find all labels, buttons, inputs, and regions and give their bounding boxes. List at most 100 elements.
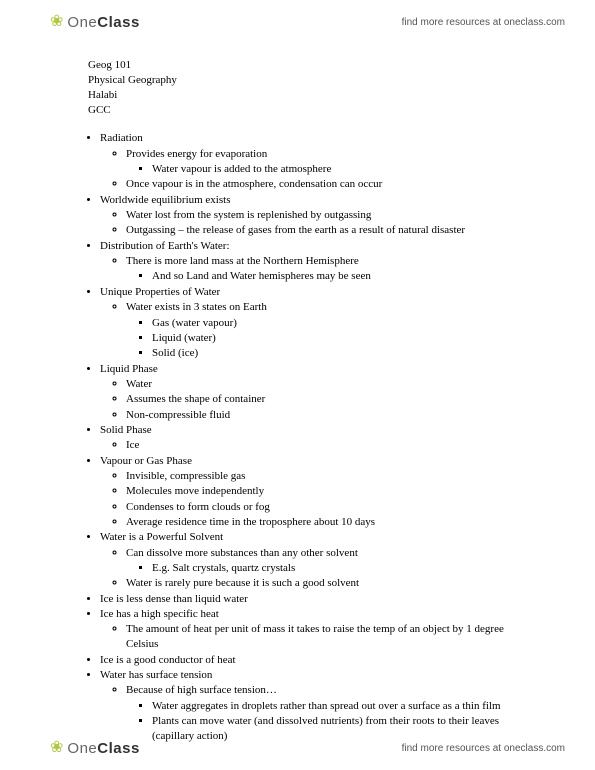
notes-sublist: Can dissolve more substances than any ot… xyxy=(100,546,535,592)
note-text: Water exists in 3 states on Earth xyxy=(126,301,267,313)
note-item: Water has surface tension Because of high… xyxy=(100,668,535,744)
note-item: E.g. Salt crystals, quartz crystals xyxy=(152,561,535,576)
note-item: Invisible, compressible gas xyxy=(126,469,535,484)
note-text: Because of high surface tension… xyxy=(126,684,277,696)
note-item: Ice is a good conductor of heat xyxy=(100,653,535,668)
note-item: Ice is less dense than liquid water xyxy=(100,592,535,607)
note-item: Water aggregates in droplets rather than… xyxy=(152,699,535,714)
notes-sublist: Water lost from the system is replenishe… xyxy=(100,208,535,238)
note-text: Water lost from the system is replenishe… xyxy=(126,209,371,221)
course-school: GCC xyxy=(88,103,535,118)
note-text: Molecules move independently xyxy=(126,485,264,497)
notes-sublist: Invisible, compressible gas Molecules mov… xyxy=(100,469,535,530)
note-item: Once vapour is in the atmosphere, conden… xyxy=(126,177,535,192)
course-title: Physical Geography xyxy=(88,73,535,88)
note-item: Solid Phase Ice xyxy=(100,423,535,453)
note-item: And so Land and Water hemispheres may be… xyxy=(152,269,535,284)
brand-text: OneClass xyxy=(67,14,139,31)
brand-logo[interactable]: ❀ OneClass xyxy=(50,740,140,757)
note-item: Radiation Provides energy for evaporation… xyxy=(100,131,535,192)
notes-list: Radiation Provides energy for evaporation… xyxy=(88,131,535,743)
note-text: Ice is less dense than liquid water xyxy=(100,593,248,605)
notes-sublist: Water exists in 3 states on Earth Gas (wa… xyxy=(100,300,535,361)
note-text: Outgassing – the release of gases from t… xyxy=(126,224,465,236)
note-text: Gas (water vapour) xyxy=(152,317,237,329)
note-item: Unique Properties of Water Water exists i… xyxy=(100,285,535,361)
note-text: Ice xyxy=(126,439,139,451)
note-text: Can dissolve more substances than any ot… xyxy=(126,547,358,559)
note-text: Radiation xyxy=(100,132,143,144)
note-item: Distribution of Earth's Water: There is m… xyxy=(100,239,535,285)
note-text: Non-compressible fluid xyxy=(126,409,230,421)
note-text: The amount of heat per unit of mass it t… xyxy=(126,623,504,650)
note-item: Non-compressible fluid xyxy=(126,408,535,423)
note-item: Worldwide equilibrium exists Water lost f… xyxy=(100,193,535,239)
leaf-icon: ❀ xyxy=(50,740,63,756)
resources-link[interactable]: find more resources at oneclass.com xyxy=(402,17,565,28)
notes-sublist: E.g. Salt crystals, quartz crystals xyxy=(126,561,535,576)
note-text: And so Land and Water hemispheres may be… xyxy=(152,270,371,282)
note-item: There is more land mass at the Northern … xyxy=(126,254,535,284)
note-text: Ice is a good conductor of heat xyxy=(100,654,236,666)
resources-link[interactable]: find more resources at oneclass.com xyxy=(402,743,565,754)
note-item: Liquid (water) xyxy=(152,331,535,346)
note-text: Provides energy for evaporation xyxy=(126,148,267,160)
note-item: Average residence time in the tropospher… xyxy=(126,515,535,530)
course-code: Geog 101 xyxy=(88,58,535,73)
course-instructor: Halabi xyxy=(88,88,535,103)
notes-sublist: The amount of heat per unit of mass it t… xyxy=(100,622,535,652)
note-item: Water is a Powerful Solvent Can dissolve … xyxy=(100,530,535,591)
note-item: Can dissolve more substances than any ot… xyxy=(126,546,535,576)
page-footer: ❀ OneClass find more resources at onecla… xyxy=(0,734,595,762)
note-text: Ice has a high specific heat xyxy=(100,608,219,620)
note-item: Water xyxy=(126,377,535,392)
note-text: There is more land mass at the Northern … xyxy=(126,255,359,267)
notes-sublist: And so Land and Water hemispheres may be… xyxy=(126,269,535,284)
note-item: Assumes the shape of container xyxy=(126,392,535,407)
note-text: Water xyxy=(126,378,152,390)
notes-sublist: Provides energy for evaporation Water vap… xyxy=(100,147,535,193)
note-item: Water exists in 3 states on Earth Gas (wa… xyxy=(126,300,535,361)
brand-logo[interactable]: ❀ OneClass xyxy=(50,14,140,31)
course-header: Geog 101 Physical Geography Halabi GCC xyxy=(88,58,535,117)
note-text: Average residence time in the tropospher… xyxy=(126,516,375,528)
notes-sublist: Gas (water vapour) Liquid (water) Solid (i… xyxy=(126,316,535,362)
note-text: Assumes the shape of container xyxy=(126,393,265,405)
note-item: Vapour or Gas Phase Invisible, compressib… xyxy=(100,454,535,530)
note-text: Unique Properties of Water xyxy=(100,286,220,298)
note-item: Gas (water vapour) xyxy=(152,316,535,331)
note-item: Water vapour is added to the atmosphere xyxy=(152,162,535,177)
notes-sublist: There is more land mass at the Northern … xyxy=(100,254,535,284)
note-item: The amount of heat per unit of mass it t… xyxy=(126,622,535,652)
leaf-icon: ❀ xyxy=(50,14,63,30)
notes-sublist: Water vapour is added to the atmosphere xyxy=(126,162,535,177)
note-item: Solid (ice) xyxy=(152,346,535,361)
note-text: E.g. Salt crystals, quartz crystals xyxy=(152,562,295,574)
note-item: Condenses to form clouds or fog xyxy=(126,500,535,515)
note-text: Solid (ice) xyxy=(152,347,198,359)
note-text: Once vapour is in the atmosphere, conden… xyxy=(126,178,382,190)
note-text: Water is rarely pure because it is such … xyxy=(126,577,359,589)
note-item: Water is rarely pure because it is such … xyxy=(126,576,535,591)
note-item: Outgassing – the release of gases from t… xyxy=(126,223,535,238)
note-text: Condenses to form clouds or fog xyxy=(126,501,270,513)
page-header: ❀ OneClass find more resources at onecla… xyxy=(0,8,595,36)
brand-text: OneClass xyxy=(67,740,139,757)
note-text: Water has surface tension xyxy=(100,669,212,681)
note-text: Liquid (water) xyxy=(152,332,216,344)
note-text: Invisible, compressible gas xyxy=(126,470,245,482)
note-item: Ice has a high specific heat The amount o… xyxy=(100,607,535,652)
note-item: Provides energy for evaporation Water vap… xyxy=(126,147,535,177)
notes-sublist: Ice xyxy=(100,438,535,453)
note-item: Liquid Phase Water Assumes the shape of co… xyxy=(100,362,535,423)
note-text: Worldwide equilibrium exists xyxy=(100,194,231,206)
note-text: Distribution of Earth's Water: xyxy=(100,240,230,252)
note-item: Ice xyxy=(126,438,535,453)
note-text: Water is a Powerful Solvent xyxy=(100,531,223,543)
note-text: Vapour or Gas Phase xyxy=(100,455,192,467)
note-item: Water lost from the system is replenishe… xyxy=(126,208,535,223)
note-text: Liquid Phase xyxy=(100,363,158,375)
note-text: Water vapour is added to the atmosphere xyxy=(152,163,331,175)
notes-sublist: Water Assumes the shape of container Non-c… xyxy=(100,377,535,423)
note-text: Solid Phase xyxy=(100,424,152,436)
